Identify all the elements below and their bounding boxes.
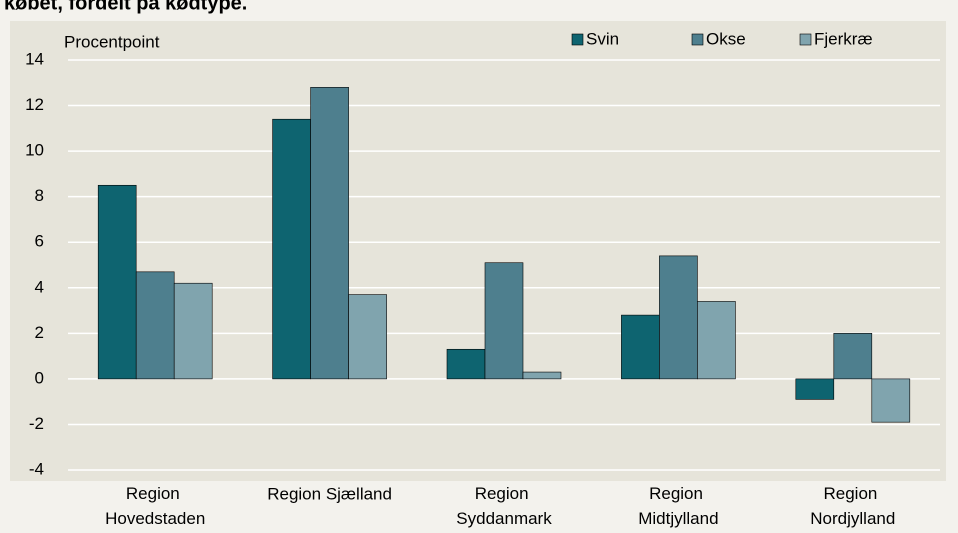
x-tick-label: Region Midtjylland: [638, 484, 718, 528]
legend-label: Svin: [586, 29, 619, 48]
x-tick-label: Region Hovedstaden: [105, 484, 205, 528]
bar: [173, 282, 213, 380]
y-tick-label: -4: [29, 459, 44, 478]
bar: [871, 378, 911, 423]
y-tick-label: 6: [35, 232, 44, 251]
legend-swatch: [691, 33, 704, 46]
bar: [135, 271, 175, 380]
bar: [348, 294, 387, 380]
y-axis-label: Procentpoint: [64, 32, 160, 51]
chart-title: købet, fordelt på kødtype.: [4, 0, 247, 14]
bar: [522, 371, 562, 380]
y-tick-label: 14: [25, 49, 44, 68]
bar: [833, 333, 873, 380]
plot-area: [10, 21, 946, 481]
y-tick-label: 10: [25, 141, 44, 160]
bar: [484, 262, 524, 380]
bar: [621, 314, 660, 380]
legend-label: Fjerkræ: [814, 29, 873, 48]
y-tick-label: 4: [35, 277, 44, 296]
y-tick-label: 8: [35, 186, 44, 205]
legend-swatch: [571, 33, 584, 46]
y-tick-label: 12: [25, 95, 44, 114]
bar: [446, 348, 486, 380]
x-tick-label: Region Syddanmark: [456, 484, 552, 528]
bar: [697, 301, 736, 380]
bar: [795, 378, 835, 400]
legend-swatch: [799, 33, 812, 46]
legend-label: Okse: [706, 29, 746, 48]
bar: [659, 255, 698, 380]
x-tick-label: Region Sjælland: [267, 484, 392, 503]
bar: [310, 87, 349, 380]
y-tick-label: 2: [35, 323, 44, 342]
y-tick-label: 0: [35, 368, 44, 387]
x-tick-label: Region Nordjylland: [810, 484, 895, 528]
y-tick-label: -2: [29, 414, 44, 433]
bar: [97, 184, 137, 380]
bar: [272, 118, 311, 380]
